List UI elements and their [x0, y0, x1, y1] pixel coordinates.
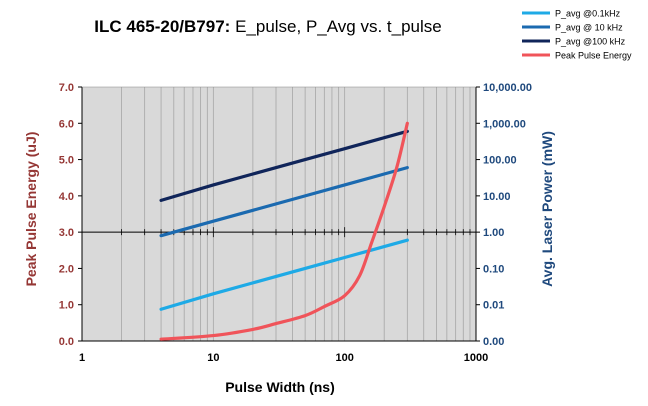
- y-left-tick-label: 4.0: [59, 191, 74, 203]
- y-left-tick-label: 7.0: [59, 82, 74, 94]
- x-axis-label: Pulse Width (ns): [225, 379, 335, 395]
- y-left-tick-label: 1.0: [59, 300, 74, 312]
- legend-label: P_avg @100 kHz: [555, 37, 626, 47]
- x-tick-label: 1: [79, 352, 85, 364]
- series-line-4: [159, 121, 409, 341]
- chart-title-rest: E_pulse, P_Avg vs. t_pulse: [230, 17, 441, 36]
- y-left-tick-label: 6.0: [59, 118, 74, 130]
- y-right-tick-label: 1,000.00: [483, 118, 526, 130]
- legend: P_avg @0.1kHz P_avg @ 10 kHz P_avg @100 kH…: [522, 9, 632, 61]
- y-right-tick-label: 100.00: [483, 155, 517, 167]
- plot-area: 0.0 1.0 2.0 3.0 4.0 5.0 6.0 7.0 0.00 0.01 0.10 1.00…: [59, 82, 532, 364]
- series-line-1: [159, 238, 409, 311]
- y-axis-left-label: Peak Pulse Energy (uJ): [23, 132, 39, 287]
- series-line-3: [159, 129, 409, 202]
- y-right-tick-label: 0.10: [483, 263, 504, 275]
- y-axis-right-label: Avg. Laser Power (mW): [539, 131, 555, 287]
- legend-label: P_avg @0.1kHz: [555, 9, 621, 19]
- y-left-tick-label: 3.0: [59, 227, 74, 239]
- x-tick-label: 10: [207, 352, 219, 364]
- chart-title-bold: ILC 465-20/B797:: [94, 17, 230, 36]
- y-left-tick-label: 2.0: [59, 263, 74, 275]
- y-right-tick-label: 1.00: [483, 227, 504, 239]
- y-right-tick-label: 0.00: [483, 336, 504, 348]
- y-left-tick-label: 0.0: [59, 336, 74, 348]
- y-right-tick-label: 10,000.00: [483, 82, 532, 94]
- series-line-2: [159, 166, 409, 238]
- y-right-tick-label: 10.00: [483, 191, 511, 203]
- x-tick-label: 100: [335, 352, 353, 364]
- y-left-tick-label: 5.0: [59, 155, 74, 167]
- y-right-tick-label: 0.01: [483, 300, 504, 312]
- chart-title: ILC 465-20/B797: E_pulse, P_Avg vs. t_pu…: [94, 17, 441, 36]
- x-tick-label: 1000: [464, 352, 488, 364]
- legend-label: Peak Pulse Energy: [555, 51, 632, 61]
- plot-background: [82, 87, 476, 341]
- legend-label: P_avg @ 10 kHz: [555, 23, 623, 33]
